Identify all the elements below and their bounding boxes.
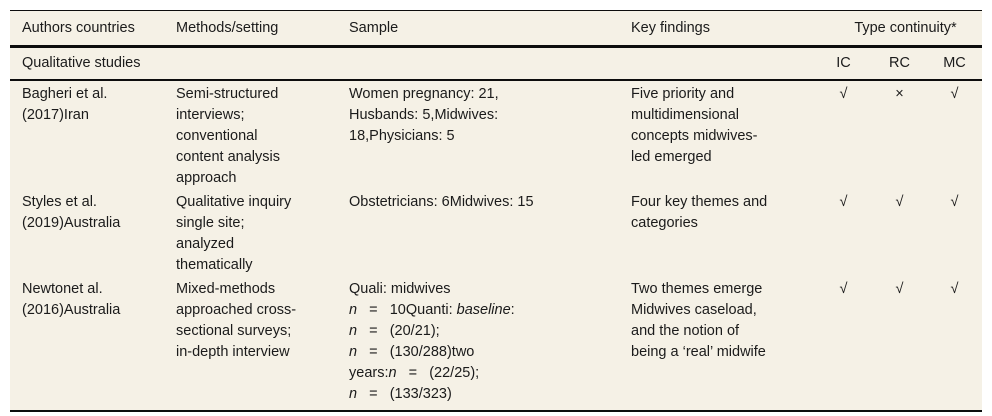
methods-cell: Qualitative inquiry single site; analyze… [176, 194, 292, 273]
ic-check-mark: √ [839, 194, 848, 210]
authors-cell: Bagheri et al. (2017)Iran [22, 86, 108, 123]
section-label-qualitative-studies: Qualitative studies [22, 54, 141, 71]
findings-cell: Five priority and multidimensional conce… [631, 86, 758, 165]
sample-cell: Quali: midwives n = 10Quanti: baseline: … [349, 281, 515, 402]
rc-check-mark: √ [895, 194, 904, 210]
col-header-sample: Sample [349, 20, 399, 36]
mc-check-mark: √ [950, 86, 959, 102]
col-header-ic: IC [836, 54, 851, 71]
methods-cell: Semi-structured interviews; conventional… [176, 86, 280, 186]
methods-cell: Mixed-methods approached cross- sectiona… [176, 281, 297, 360]
mc-check-mark: √ [950, 194, 959, 210]
col-header-authors-countries: Authors countries [22, 20, 135, 36]
findings-cell: Four key themes and categories [631, 194, 768, 231]
col-header-methods-setting: Methods/setting [176, 20, 279, 36]
header-rule [10, 45, 982, 48]
subheader-rule [10, 78, 982, 81]
ic-check-mark: √ [839, 86, 848, 102]
authors-cell: Styles et al. (2019)Australia [22, 194, 121, 231]
authors-cell: Newtonet al. (2016)Australia [22, 281, 121, 318]
sample-cell: Women pregnancy: 21, Husbands: 5,Midwive… [349, 86, 499, 144]
mc-check-mark: √ [950, 281, 959, 297]
rc-check-mark: √ [895, 281, 904, 297]
findings-cell: Two themes emerge Midwives caseload, and… [631, 281, 766, 360]
sample-cell: Obstetricians: 6Midwives: 15 [349, 194, 534, 210]
col-header-rc: RC [889, 54, 910, 71]
ic-check-mark: √ [839, 281, 848, 297]
rc-cross-mark: × [895, 86, 904, 102]
col-header-mc: MC [943, 54, 966, 71]
col-header-type-continuity: Type continuity* [854, 20, 957, 36]
studies-table: Authors countries Methods/setting Sample… [10, 10, 982, 412]
col-header-key-findings: Key findings [631, 20, 710, 36]
